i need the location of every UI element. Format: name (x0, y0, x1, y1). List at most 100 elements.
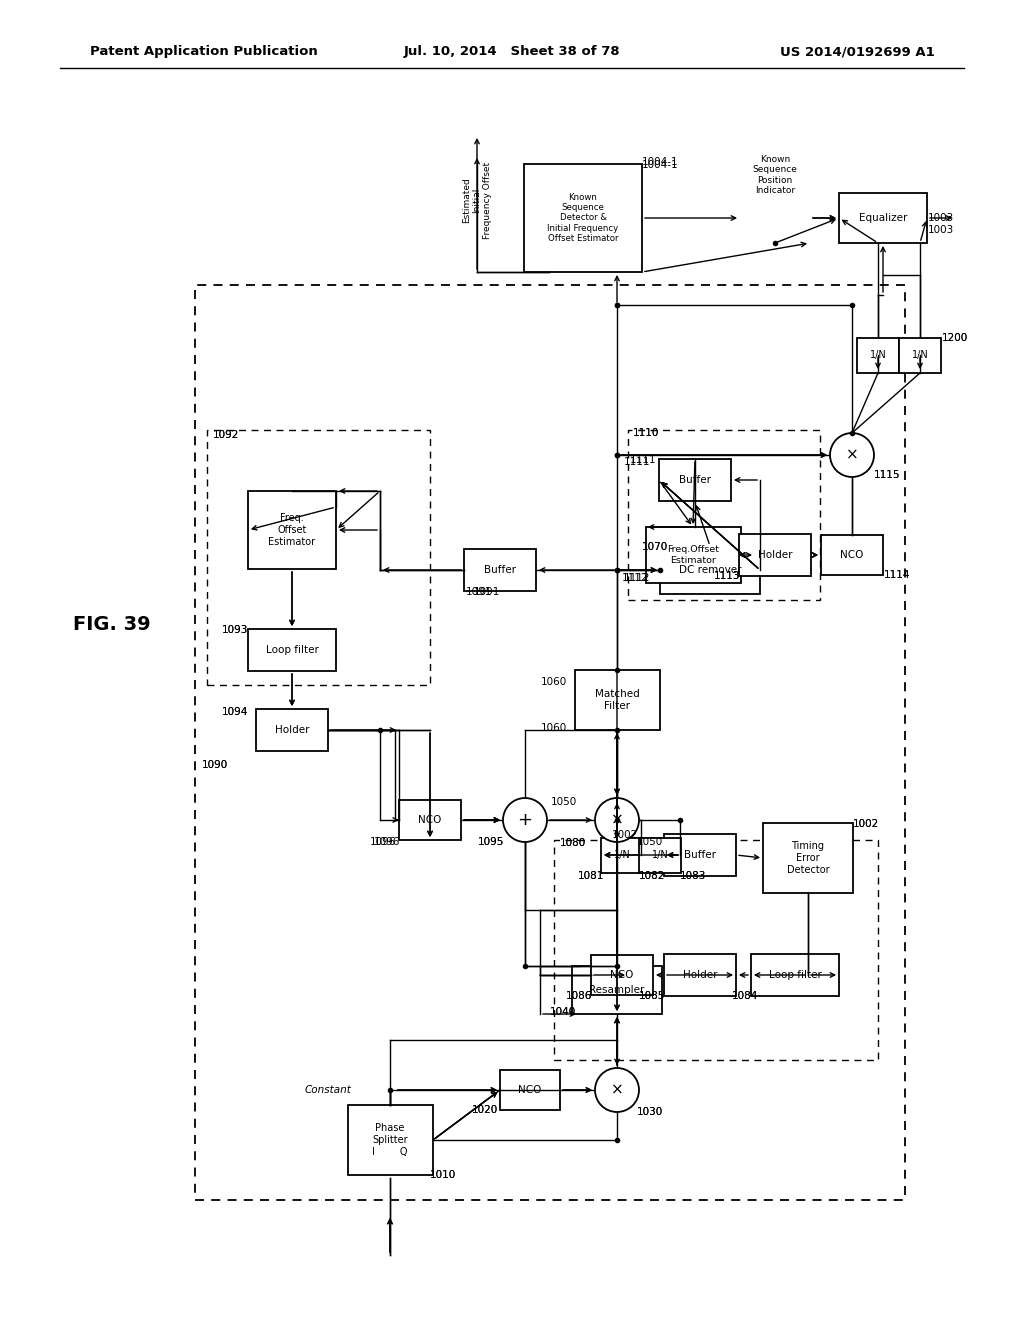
Text: Jul. 10, 2014   Sheet 38 of 78: Jul. 10, 2014 Sheet 38 of 78 (403, 45, 621, 58)
Text: 1112: 1112 (624, 573, 650, 583)
Circle shape (830, 433, 874, 477)
Bar (572, 966, 662, 1014)
Text: 1086: 1086 (565, 991, 592, 1001)
Text: 1070: 1070 (642, 543, 668, 552)
Text: NCO: NCO (518, 1085, 542, 1096)
Bar (464, 549, 536, 591)
Text: Freq.
Offset
Estimator: Freq. Offset Estimator (268, 513, 315, 546)
Text: 1113: 1113 (714, 572, 740, 581)
Text: 1113: 1113 (714, 572, 740, 581)
Circle shape (503, 799, 547, 842)
Text: 1003: 1003 (928, 224, 954, 235)
Text: 1/N: 1/N (869, 350, 887, 360)
Text: Freq.Offset
Estimator: Freq.Offset Estimator (667, 545, 719, 565)
Text: 1094: 1094 (221, 708, 248, 717)
Bar (574, 671, 659, 730)
Bar (664, 954, 736, 997)
Text: Constant: Constant (305, 1085, 352, 1096)
Text: Buffer: Buffer (484, 565, 516, 576)
Text: Holder: Holder (758, 550, 793, 560)
Text: 1083: 1083 (680, 871, 707, 880)
Text: Patent Application Publication: Patent Application Publication (90, 45, 317, 58)
Text: +: + (517, 810, 532, 829)
Text: 1020: 1020 (472, 1105, 498, 1115)
Bar (256, 709, 328, 751)
Text: Known
Sequence
Position
Indicator: Known Sequence Position Indicator (753, 154, 798, 195)
Text: 1096: 1096 (374, 837, 400, 847)
Bar (524, 164, 642, 272)
Bar (645, 527, 740, 583)
Text: 1040: 1040 (550, 1007, 575, 1016)
Text: 1020: 1020 (472, 1105, 498, 1115)
Text: 1114: 1114 (884, 570, 910, 579)
Text: 1081: 1081 (578, 871, 604, 880)
Bar (899, 338, 941, 372)
Text: 1111: 1111 (630, 455, 656, 465)
Text: DC remover: DC remover (679, 565, 741, 576)
Text: 1050: 1050 (551, 797, 577, 807)
Text: 1096: 1096 (370, 837, 396, 847)
Text: 1111: 1111 (624, 457, 650, 467)
Bar (399, 800, 461, 840)
Text: 1086: 1086 (565, 991, 592, 1001)
Text: 1084: 1084 (731, 991, 758, 1001)
Text: 1110: 1110 (633, 428, 659, 438)
Text: 1003: 1003 (928, 213, 954, 223)
Text: 1004-1: 1004-1 (642, 160, 679, 170)
Bar (739, 535, 811, 576)
Text: 1095: 1095 (477, 837, 504, 847)
Text: ×: × (846, 447, 858, 462)
Text: 1060: 1060 (541, 723, 567, 733)
Text: 1093: 1093 (221, 624, 248, 635)
Bar (639, 837, 681, 873)
Bar (207, 429, 429, 685)
Bar (659, 459, 731, 502)
Bar (628, 430, 820, 601)
Text: 1092: 1092 (213, 430, 240, 440)
Text: 1080: 1080 (560, 838, 587, 847)
Text: 1095: 1095 (477, 837, 504, 847)
Text: 1002: 1002 (853, 818, 880, 829)
Text: 1114: 1114 (884, 570, 910, 579)
Bar (554, 840, 878, 1060)
Text: NCO: NCO (841, 550, 863, 560)
Text: 1084: 1084 (731, 991, 758, 1001)
Bar (591, 954, 653, 995)
Text: 1115: 1115 (874, 470, 900, 480)
Text: Holder: Holder (274, 725, 309, 735)
Text: Resampler: Resampler (590, 985, 645, 995)
Text: 1085: 1085 (639, 991, 665, 1001)
Text: 1/N: 1/N (651, 850, 669, 861)
Text: 1091: 1091 (474, 587, 500, 597)
Text: 1200: 1200 (942, 333, 969, 343)
Text: 1082: 1082 (639, 871, 665, 880)
Text: Estimated
Initial
Frequency Offset: Estimated Initial Frequency Offset (462, 161, 492, 239)
Text: ×: × (610, 813, 624, 828)
Circle shape (595, 799, 639, 842)
Text: 1112: 1112 (622, 573, 648, 583)
Bar (839, 193, 927, 243)
Text: 1/N: 1/N (911, 350, 929, 360)
Bar (857, 338, 899, 372)
Text: 1002: 1002 (611, 830, 638, 840)
Bar (248, 491, 336, 569)
Text: 1040: 1040 (550, 1007, 575, 1016)
Text: ×: × (610, 1082, 624, 1097)
Text: 1030: 1030 (637, 1107, 664, 1117)
Text: Timing
Error
Detector: Timing Error Detector (786, 841, 829, 875)
Bar (601, 837, 643, 873)
Text: 1050: 1050 (637, 837, 664, 847)
Text: FIG. 39: FIG. 39 (73, 615, 151, 635)
Text: Buffer: Buffer (684, 850, 716, 861)
Bar (821, 535, 883, 576)
Text: 1070: 1070 (642, 543, 668, 552)
Text: Known
Sequence
Detector &
Initial Frequency
Offset Estimator: Known Sequence Detector & Initial Freque… (548, 193, 618, 243)
Text: 1010: 1010 (430, 1170, 457, 1180)
Text: 1091: 1091 (466, 587, 492, 597)
Bar (664, 834, 736, 876)
Bar (763, 822, 853, 894)
Text: Matched
Filter: Matched Filter (595, 689, 639, 710)
Bar (500, 1071, 560, 1110)
Text: 1090: 1090 (202, 760, 228, 770)
Text: Phase
Splitter
I        Q: Phase Splitter I Q (372, 1123, 408, 1156)
